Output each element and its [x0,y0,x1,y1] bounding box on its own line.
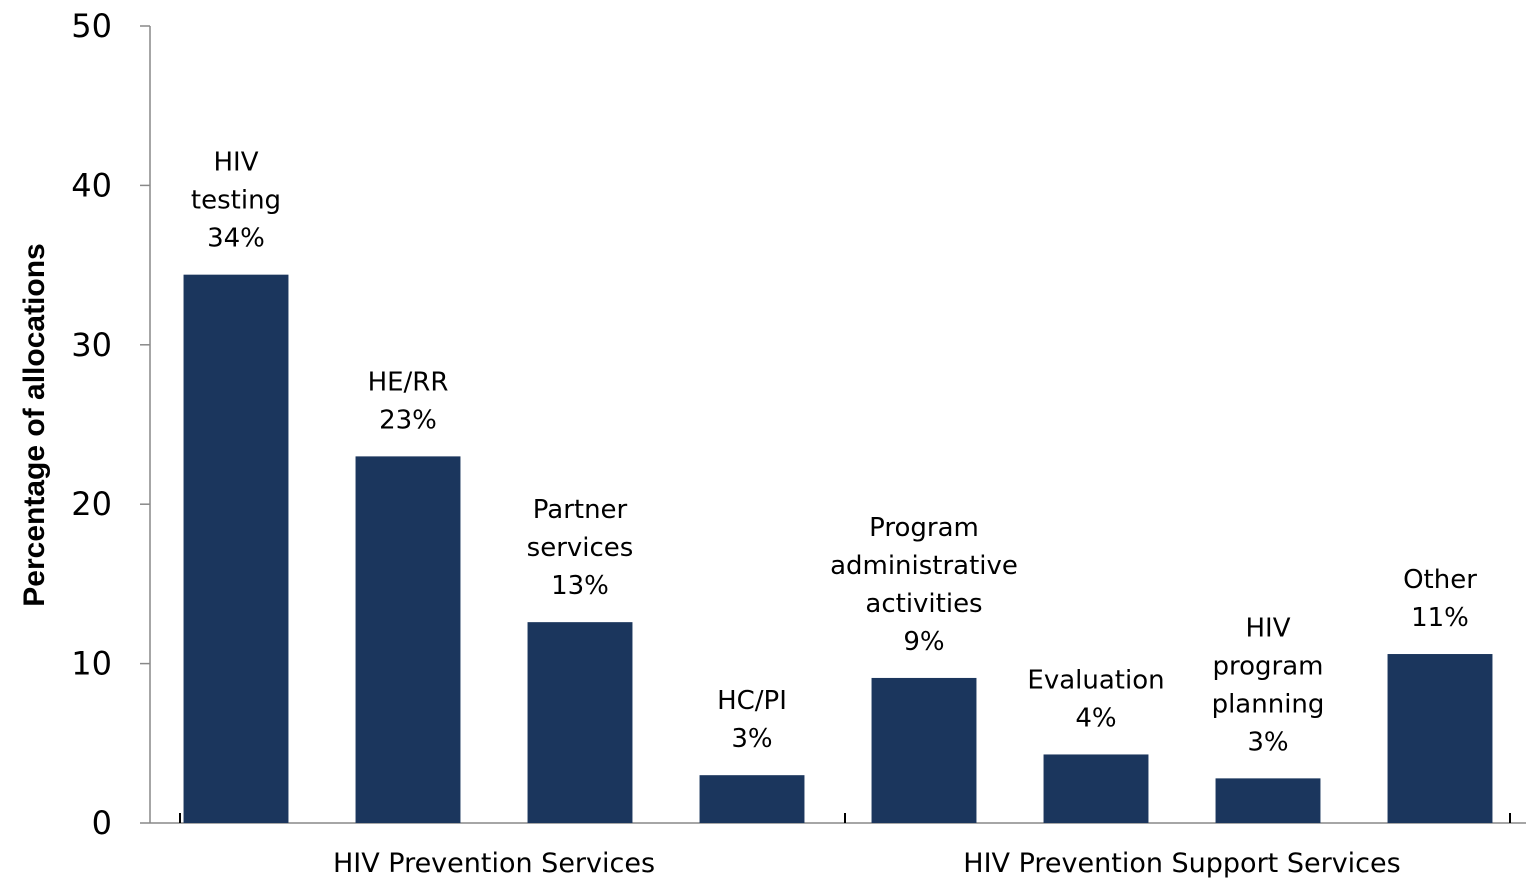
category-label: Partner services [527,495,634,563]
value-label: 11% [1411,603,1469,633]
group-label: HIV Prevention Services [333,848,655,879]
y-tick-label: 50 [71,7,112,45]
category-label: Other [1403,565,1477,595]
bar [355,456,461,823]
y-tick-label: 20 [71,485,112,523]
category-label: HC/PI [717,686,787,716]
value-label: 13% [551,571,609,601]
category-label: HE/RR [368,367,449,397]
value-label: 34% [207,224,265,254]
category-label: HIV program planning [1212,613,1325,719]
bar [1215,778,1321,823]
y-tick-label: 30 [71,326,112,364]
y-tick-label: 40 [71,166,112,204]
category-label: Evaluation [1027,665,1164,695]
value-label: 23% [379,405,437,435]
y-tick-label: 0 [92,804,112,842]
value-label: 9% [903,627,944,657]
y-tick-label: 10 [71,645,112,683]
bar [699,775,805,823]
category-label: HIV testing [191,148,281,216]
bar [1043,754,1149,823]
category-label: Program administrative activities [830,513,1018,619]
bar [527,622,633,823]
bar [183,274,289,823]
y-axis-title: Percentage of allocations [18,243,51,606]
bar [871,677,977,823]
value-label: 3% [731,724,772,754]
bar [1387,654,1493,823]
group-label: HIV Prevention Support Services [963,848,1400,879]
value-label: 4% [1075,703,1116,733]
value-label: 3% [1247,727,1288,757]
